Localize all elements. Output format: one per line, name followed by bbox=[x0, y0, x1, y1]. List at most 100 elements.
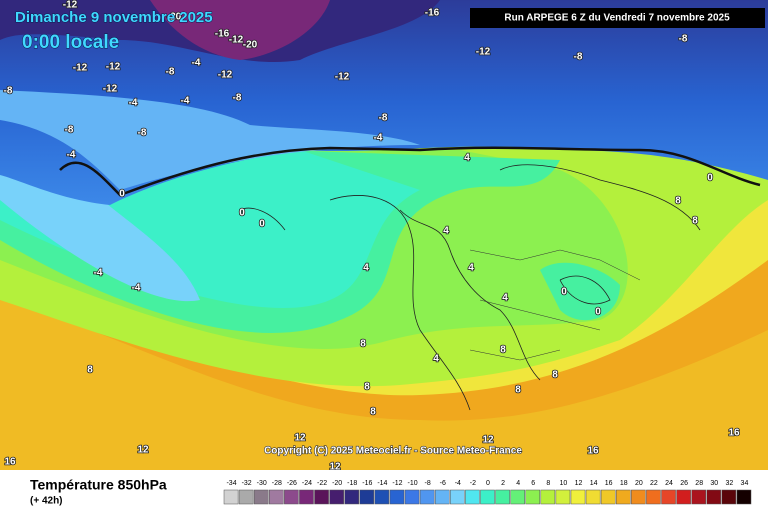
scale-tick-label: -22 bbox=[317, 480, 327, 487]
contour-label: 8 bbox=[500, 345, 506, 356]
contour-label: 0 bbox=[595, 307, 601, 318]
scale-swatch bbox=[419, 489, 435, 505]
contour-label: -8 bbox=[574, 52, 583, 63]
contour-label: -20 bbox=[243, 40, 258, 51]
scale-swatch bbox=[465, 489, 480, 505]
contour-label: 8 bbox=[692, 216, 698, 227]
scale-tick-label: 30 bbox=[710, 480, 718, 487]
contour-label: 8 bbox=[675, 196, 681, 207]
contour-label: -4 bbox=[67, 150, 76, 161]
scale-swatch bbox=[585, 489, 601, 505]
contour-label: -4 bbox=[181, 96, 190, 107]
scale-tick-label: -12 bbox=[392, 480, 402, 487]
scale-swatch bbox=[676, 489, 691, 505]
scale-tick-label: 20 bbox=[635, 480, 643, 487]
contour-label: -8 bbox=[138, 128, 147, 139]
scale-swatch bbox=[540, 489, 556, 505]
scale-swatch bbox=[555, 489, 571, 505]
contour-label: 4 bbox=[468, 263, 474, 274]
contour-label: -12 bbox=[218, 70, 233, 81]
scale-tick-label: -14 bbox=[377, 480, 387, 487]
scale-swatch bbox=[389, 489, 405, 505]
scale-tick-label: -24 bbox=[302, 480, 312, 487]
scale-swatch bbox=[646, 489, 661, 505]
scale-tick-label: 0 bbox=[486, 480, 490, 487]
contour-label: 8 bbox=[515, 385, 521, 396]
contour-label: 12 bbox=[482, 435, 494, 446]
contour-label: -16 bbox=[425, 8, 440, 19]
contour-label: -12 bbox=[73, 63, 88, 74]
scale-tick-label: -6 bbox=[440, 480, 446, 487]
contour-label: -12 bbox=[229, 35, 244, 46]
scale-swatch bbox=[691, 489, 706, 505]
scale-swatch bbox=[570, 489, 586, 505]
contour-labels: -12-16-20-16-12 -20-12 -8-8-12 -12 -8-4-12 -1… bbox=[3, 0, 741, 473]
scale-tick-label: 14 bbox=[590, 480, 598, 487]
contour-label: 16 bbox=[587, 446, 599, 457]
scale-swatch bbox=[329, 489, 344, 505]
scale-swatch bbox=[253, 489, 269, 505]
scale-tick-label: 18 bbox=[620, 480, 628, 487]
contour-label: -4 bbox=[129, 98, 138, 109]
scale-tick-label: 32 bbox=[725, 480, 733, 487]
contour-label: -8 bbox=[65, 125, 74, 136]
contour-label: -16 bbox=[215, 29, 230, 40]
contour-label: -8 bbox=[379, 113, 388, 124]
color-scale: -34 -32 -30 -28 -26 -24 -22 -20 -18 -16 -14 -12 -10-… bbox=[223, 480, 752, 505]
contour-label: 0 bbox=[119, 189, 125, 200]
contour-label: 0 bbox=[707, 173, 713, 184]
scale-tick-label: -16 bbox=[362, 480, 372, 487]
scale-swatch bbox=[314, 489, 329, 505]
contour-label: -12 bbox=[335, 72, 350, 83]
contour-label: -8 bbox=[4, 86, 13, 97]
contour-label: 0 bbox=[259, 219, 265, 230]
scale-swatch bbox=[736, 489, 752, 505]
contour-label: -4 bbox=[132, 283, 141, 294]
time: 0:00 locale bbox=[22, 32, 119, 53]
contour-label: 4 bbox=[433, 354, 439, 365]
scale-tick-label: 24 bbox=[665, 480, 673, 487]
contour-label: 4 bbox=[464, 153, 470, 164]
contour-label: 8 bbox=[370, 407, 376, 418]
contour-label: -12 bbox=[63, 0, 78, 11]
scale-tick-label: 12 bbox=[575, 480, 583, 487]
scale-swatch bbox=[661, 489, 676, 505]
scale-tick-label: 8 bbox=[546, 480, 550, 487]
lead-time: (+ 42h) bbox=[30, 496, 63, 507]
run: Run ARPEGE 6 Z du Vendredi 7 novembre 20… bbox=[504, 13, 730, 24]
scale-swatch bbox=[525, 489, 541, 505]
run-box bbox=[470, 8, 765, 28]
scale-tick-label: -18 bbox=[347, 480, 357, 487]
contour-label: 8 bbox=[87, 365, 93, 376]
scale-tick-label: -4 bbox=[455, 480, 461, 487]
scale-swatch bbox=[615, 489, 631, 505]
contour-label: -12 bbox=[103, 84, 118, 95]
scale-tick-label: -34 bbox=[226, 480, 236, 487]
copyright: Copyright (C) 2025 Meteociel.fr - Source… bbox=[264, 446, 522, 457]
scale-swatch bbox=[223, 489, 239, 505]
contour-label: -12 bbox=[476, 47, 491, 58]
contour-label: -4 bbox=[192, 58, 201, 69]
scale-swatch bbox=[706, 489, 722, 505]
contour-label: -4 bbox=[374, 133, 383, 144]
contour-label: 4 bbox=[443, 226, 449, 237]
scale-tick-label: -2 bbox=[470, 480, 476, 487]
scale-swatch bbox=[600, 489, 616, 505]
contour-label: 8 bbox=[364, 382, 370, 393]
scale-swatch bbox=[374, 489, 390, 505]
contour-label: 16 bbox=[728, 428, 740, 439]
scale-swatch bbox=[434, 489, 450, 505]
contour-label: -20 bbox=[167, 12, 182, 23]
scale-tick-label: -8 bbox=[425, 480, 431, 487]
scale-swatch bbox=[359, 489, 375, 505]
contour-label: -8 bbox=[679, 34, 688, 45]
variable: Température 850hPa bbox=[30, 477, 167, 493]
scale-tick-label: 22 bbox=[650, 480, 658, 487]
date: Dimanche 9 novembre 2025 bbox=[15, 9, 213, 26]
scale-tick-label: -32 bbox=[242, 480, 252, 487]
scale-tick-label: 26 bbox=[680, 480, 688, 487]
contour-label: 4 bbox=[363, 263, 369, 274]
scale-tick-label: -30 bbox=[257, 480, 267, 487]
scale-swatch bbox=[450, 489, 465, 505]
